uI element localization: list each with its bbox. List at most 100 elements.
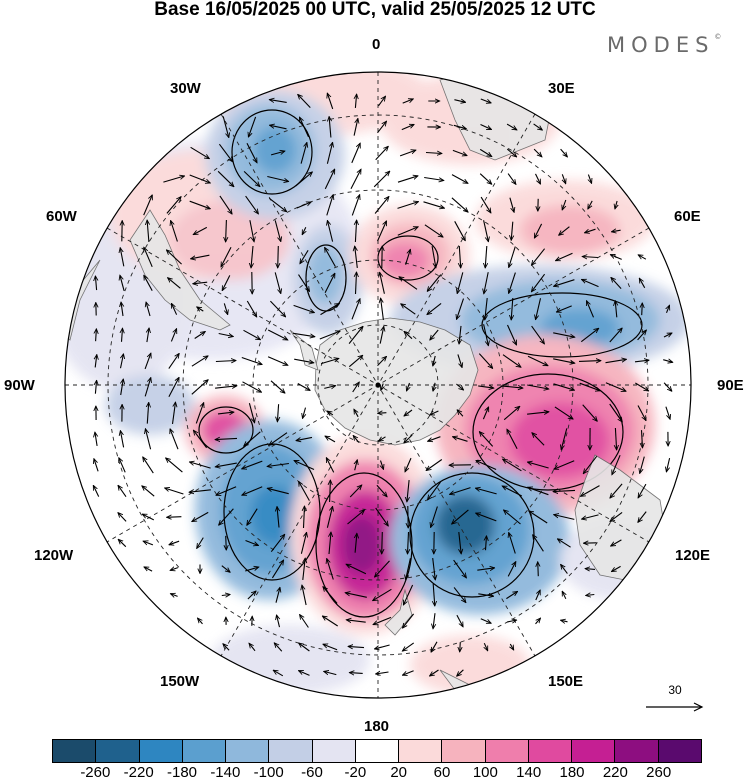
wind-arrow [190, 146, 210, 158]
wind-arrow [119, 354, 124, 369]
south-pole-dot [375, 382, 381, 388]
wind-arrow [453, 437, 468, 442]
wind-arrow [639, 278, 646, 289]
wind-arrow [511, 297, 513, 320]
wind-arrow [404, 434, 413, 443]
wind-arrow [223, 644, 230, 651]
wind-arrow [450, 487, 471, 495]
reference-vector-label: 30 [668, 683, 682, 697]
wind-arrow [665, 406, 670, 420]
wind-arrow [355, 246, 358, 268]
wind-arrow [346, 620, 366, 622]
wind-arrow [502, 354, 521, 368]
wind-arrow [189, 174, 211, 183]
wind-arrow [376, 221, 388, 242]
wind-arrow [478, 386, 494, 388]
wind-arrow [478, 353, 492, 369]
wind-arrow [433, 558, 436, 580]
wind-arrow [402, 584, 414, 605]
wind-arrow [326, 195, 333, 216]
wind-arrow [348, 326, 363, 344]
wind-arrow [424, 176, 444, 181]
wind-arrow [327, 559, 334, 580]
wind-arrow [222, 116, 229, 137]
wind-arrow [553, 358, 575, 363]
wind-arrow [503, 406, 520, 421]
wind-arrow [560, 148, 568, 157]
lon-label-30e: 30E [548, 80, 575, 97]
wind-arrow [402, 670, 414, 675]
wind-arrow [376, 672, 389, 674]
wind-arrow [559, 226, 570, 236]
modes-logo: MODES© [607, 33, 721, 57]
wind-arrow [581, 485, 600, 497]
wind-arrow [269, 432, 288, 446]
wind-arrow [270, 125, 287, 130]
wind-arrow [303, 558, 305, 580]
wind-arrow [480, 98, 491, 103]
wind-arrow [270, 300, 285, 317]
wind-arrow [430, 329, 439, 340]
wind-arrow [554, 515, 575, 520]
wind-arrow [118, 458, 126, 473]
wind-arrow [506, 324, 518, 345]
colorbar-tick-label: 20 [390, 764, 407, 781]
polar-map [64, 71, 692, 699]
wind-arrow [373, 588, 392, 600]
wind-arrow [638, 255, 647, 260]
wind-arrow [373, 171, 390, 188]
wind-arrow [538, 562, 539, 577]
wind-arrow [610, 511, 623, 521]
wind-arrow [561, 428, 568, 449]
wind-arrow [270, 380, 285, 393]
wind-arrow [267, 175, 288, 182]
colorbar-swatch [615, 740, 659, 762]
colorbar-swatch [96, 740, 140, 762]
colorbar-tick-label: 220 [602, 764, 628, 781]
wind-arrow [165, 488, 184, 495]
lon-label-90w: 90W [4, 377, 35, 394]
wind-arrow [296, 202, 311, 209]
wind-arrow [218, 332, 234, 337]
wind-arrow [533, 535, 544, 552]
wind-arrow [270, 151, 285, 156]
wind-arrow [144, 567, 153, 572]
wind-arrow [579, 382, 601, 391]
wind-arrow [215, 438, 238, 439]
wind-arrow [397, 227, 418, 236]
wind-arrow [588, 200, 593, 209]
wind-arrow [324, 273, 336, 294]
wind-arrow [507, 173, 516, 185]
wind-arrow [556, 305, 572, 312]
wind-arrow [301, 227, 306, 234]
wind-arrow [611, 565, 621, 571]
wind-arrow [475, 488, 497, 495]
wind-arrow [533, 223, 543, 238]
wind-arrow [536, 298, 542, 319]
wind-arrow [381, 460, 384, 470]
wind-arrow [615, 427, 616, 450]
colorbar-swatch [355, 740, 400, 762]
reference-arrow [646, 702, 704, 712]
wind-arrow [561, 591, 566, 600]
wind-arrow [304, 506, 305, 529]
wind-arrow [479, 432, 494, 447]
wind-arrow [267, 462, 289, 467]
wind-arrow [405, 249, 411, 265]
wind-arrow [561, 564, 568, 574]
wind-arrow [374, 197, 389, 214]
wind-vectors [92, 93, 673, 676]
wind-arrow [427, 274, 442, 292]
wind-arrow [556, 252, 573, 262]
wind-arrow [270, 534, 284, 553]
wind-arrow [327, 411, 334, 415]
wind-arrow [215, 361, 236, 362]
colorbar-swatch [182, 740, 227, 762]
wind-arrow [267, 356, 288, 366]
map-field [65, 72, 691, 698]
wind-arrow [404, 457, 412, 472]
wind-arrow [223, 303, 227, 314]
wind-arrow [610, 483, 623, 498]
wind-arrow [399, 150, 416, 157]
colorbar-tick-label: 140 [516, 764, 542, 781]
